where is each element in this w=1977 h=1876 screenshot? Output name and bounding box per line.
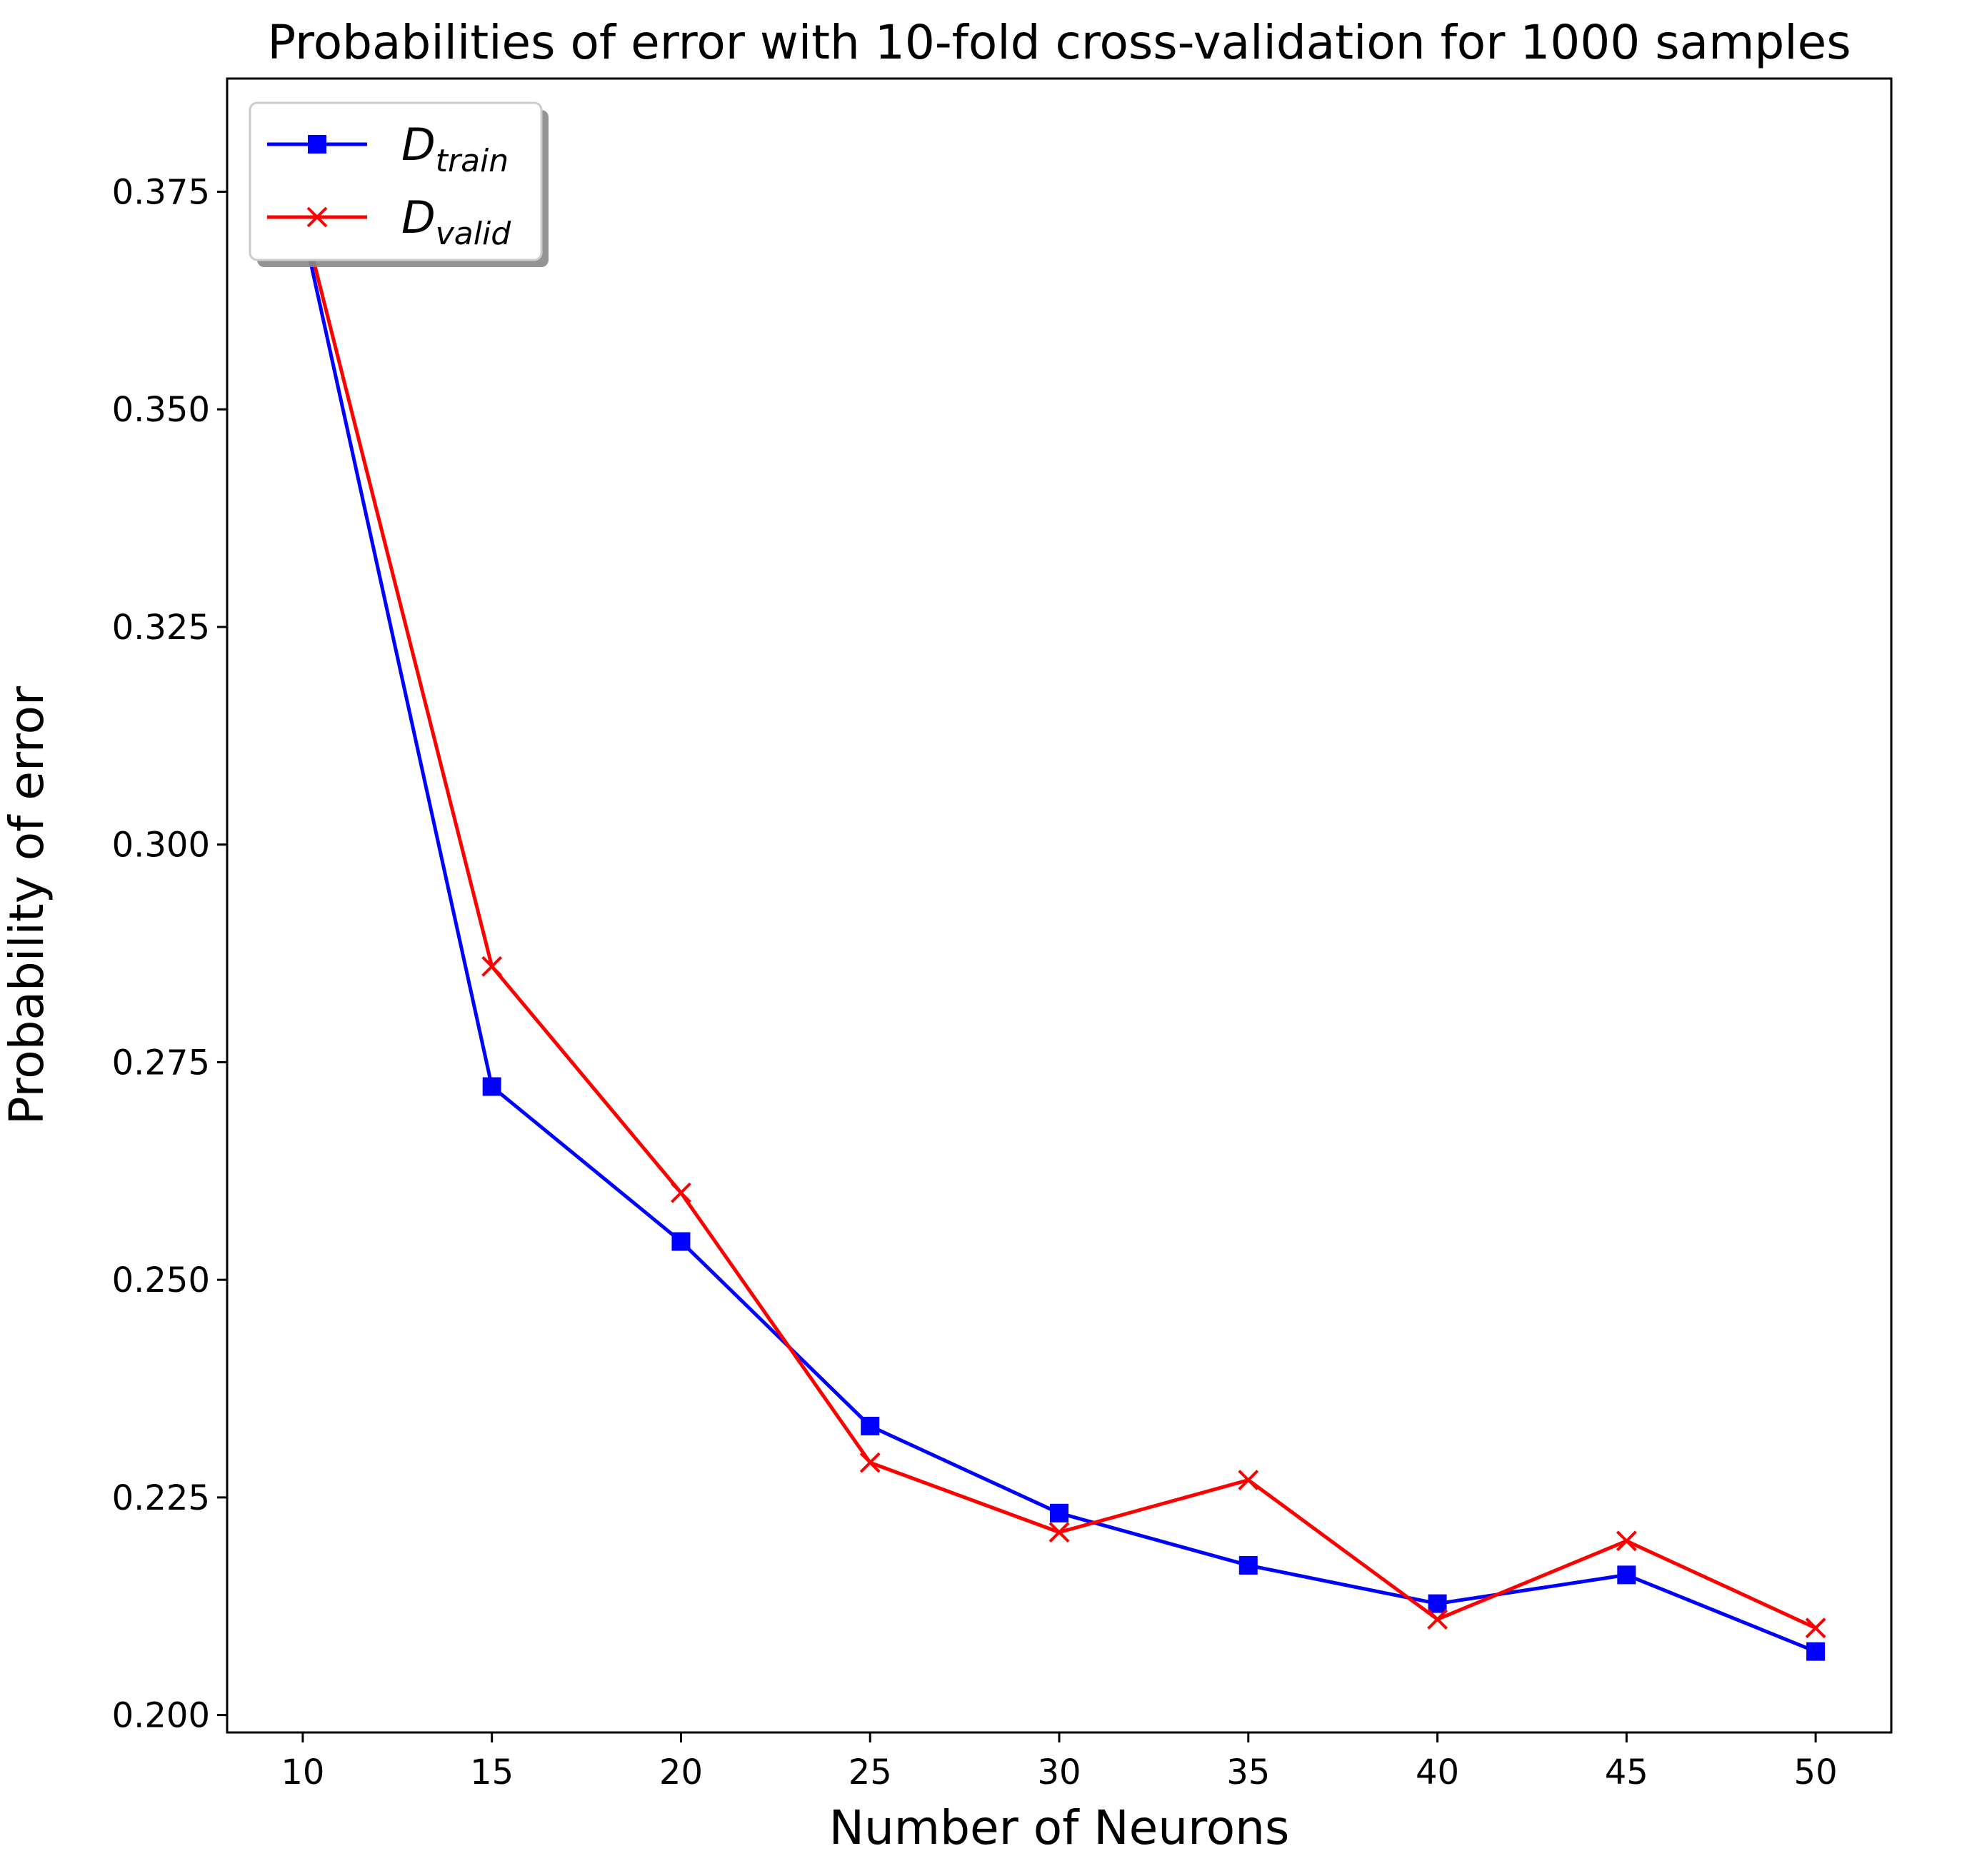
y-tick-label: 0.350 xyxy=(112,390,210,430)
data-point-D_train-40 xyxy=(1428,1594,1447,1613)
data-point-D_valid-40 xyxy=(1427,1609,1448,1630)
series-line-D_valid xyxy=(301,217,1817,1630)
series-layer xyxy=(292,207,1826,1661)
y-tick-label: 0.275 xyxy=(112,1043,210,1083)
y-tick-label: 0.325 xyxy=(112,608,210,648)
x-axis: 10 15 20 25 30 35 40 45 50 xyxy=(281,1732,1838,1792)
data-point-D_valid-30 xyxy=(1048,1522,1070,1543)
x-tick-label: 35 xyxy=(1226,1752,1270,1792)
chart-title: Probabilities of error with 10-fold cros… xyxy=(267,15,1851,70)
legend-marker xyxy=(306,206,328,228)
data-point-D_train-35 xyxy=(1238,1555,1258,1575)
y-tick-label: 0.200 xyxy=(112,1696,210,1736)
data-point-D_valid-50 xyxy=(1805,1617,1826,1639)
legend-marker xyxy=(308,135,326,154)
data-point-D_valid-45 xyxy=(1616,1530,1637,1552)
x-tick-label: 50 xyxy=(1794,1752,1838,1792)
y-tick-label: 0.225 xyxy=(112,1478,210,1518)
x-tick-label: 40 xyxy=(1416,1752,1459,1792)
x-tick-label: 15 xyxy=(470,1752,514,1792)
x-tick-label: 20 xyxy=(659,1752,703,1792)
y-axis: 0.200 0.225 0.250 0.275 0.300 0.325 0.350 0.375 xyxy=(112,172,227,1736)
y-axis-title: Probability of error xyxy=(0,686,54,1125)
series-line-D_train xyxy=(301,226,1817,1653)
x-tick-label: 30 xyxy=(1037,1752,1081,1792)
data-point-D_train-15 xyxy=(482,1077,501,1096)
x-tick-label: 45 xyxy=(1605,1752,1648,1792)
x-tick-label: 10 xyxy=(281,1752,324,1792)
data-point-D_train-20 xyxy=(671,1232,691,1251)
x-axis-title: Number of Neurons xyxy=(829,1800,1290,1855)
data-point-D_valid-15 xyxy=(481,955,503,977)
data-point-D_valid-25 xyxy=(859,1452,881,1473)
y-tick-label: 0.250 xyxy=(112,1260,210,1300)
data-point-D_valid-20 xyxy=(671,1182,691,1203)
y-tick-label: 0.375 xyxy=(112,172,210,212)
data-point-D_train-25 xyxy=(861,1416,880,1435)
x-tick-label: 25 xyxy=(849,1752,892,1792)
data-point-D_valid-35 xyxy=(1238,1470,1259,1490)
y-tick-label: 0.300 xyxy=(112,826,210,866)
data-point-D_train-50 xyxy=(1806,1642,1826,1661)
data-point-D_train-30 xyxy=(1050,1503,1068,1523)
data-point-D_train-45 xyxy=(1617,1565,1636,1585)
